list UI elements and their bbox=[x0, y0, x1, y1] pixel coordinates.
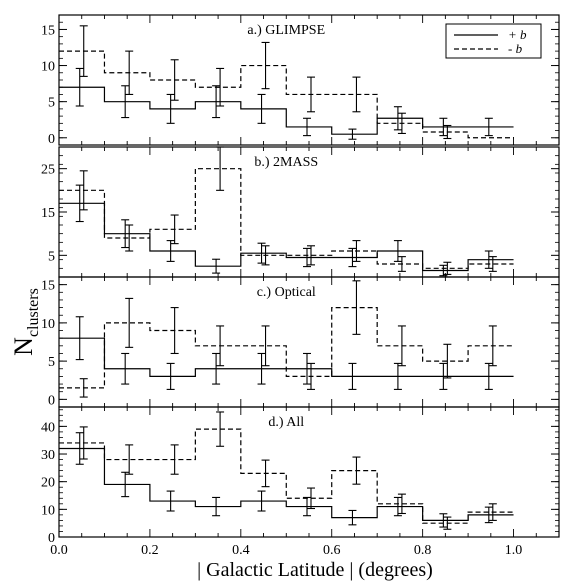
y-tick-label: 5 bbox=[48, 249, 55, 264]
y-tick-label: 30 bbox=[41, 448, 55, 463]
histogram-plus-b bbox=[59, 86, 514, 135]
histogram-minus-b bbox=[59, 428, 514, 524]
y-tick-label: 5 bbox=[48, 96, 55, 111]
panel-title: c.) Optical bbox=[257, 285, 316, 300]
y-tick-label: 15 bbox=[41, 279, 55, 294]
y-tick-label: 15 bbox=[41, 23, 55, 38]
x-tick-label: 0.6 bbox=[323, 543, 341, 558]
histogram-minus-b bbox=[59, 50, 514, 139]
y-axis-label-sub: clusters bbox=[25, 288, 42, 337]
panel-frame bbox=[58, 406, 560, 538]
legend-label-minus: - b bbox=[508, 41, 523, 56]
y-axis-label-main: Nclusters bbox=[9, 288, 42, 356]
panel-title: a.) GLIMPSE bbox=[247, 23, 325, 38]
histogram-minus-b bbox=[59, 306, 514, 389]
x-tick-label: 0.2 bbox=[141, 543, 159, 558]
y-axis-label-n: N bbox=[9, 337, 38, 356]
panel-3: 0 5 10 15 c.) Optical bbox=[41, 276, 560, 408]
x-axis-label: | Galactic Latitude | (degrees) bbox=[197, 559, 433, 581]
y-tick-label: 15 bbox=[41, 206, 55, 221]
y-tick-label: 0 bbox=[48, 132, 55, 147]
histogram-minus-b bbox=[59, 168, 514, 269]
histogram-plus-b bbox=[59, 337, 514, 378]
y-tick-label: 0 bbox=[48, 531, 55, 546]
histogram-plus-b bbox=[59, 202, 514, 272]
legend-box bbox=[445, 23, 542, 59]
legend: + b- b bbox=[445, 23, 542, 59]
y-tick-label: 10 bbox=[41, 317, 55, 332]
y-axis-label: Nclusters bbox=[9, 288, 42, 356]
x-tick-label: 0.0 bbox=[50, 543, 68, 558]
panel-4: 0 10 20 30 40 d.) All bbox=[41, 406, 560, 546]
x-axis: 0.0 0.2 0.4 0.6 0.8 1.0 bbox=[50, 543, 522, 558]
panel-title: b.) 2MASS bbox=[254, 155, 318, 170]
panel-2: 5 15 25 b.) 2MASS bbox=[41, 146, 560, 278]
panel-1: 0 5 10 15 a.) GLIMPSE + b- b bbox=[41, 14, 560, 147]
panels-group: 0 5 10 15 a.) GLIMPSE + b- b 5 15 25 b.) 2MASS 0 5 1… bbox=[41, 14, 560, 546]
legend-label-plus: + b bbox=[508, 27, 527, 42]
x-tick-label: 0.4 bbox=[232, 543, 250, 558]
y-tick-label: 10 bbox=[41, 503, 55, 518]
y-tick-label: 0 bbox=[48, 393, 55, 408]
y-tick-label: 40 bbox=[41, 420, 55, 435]
x-tick-label: 1.0 bbox=[505, 543, 523, 558]
y-tick-label: 20 bbox=[41, 476, 55, 491]
y-tick-label: 10 bbox=[41, 60, 55, 75]
panel-title: d.) All bbox=[268, 415, 304, 430]
y-tick-label: 5 bbox=[48, 355, 55, 370]
y-tick-label: 25 bbox=[41, 163, 55, 178]
x-tick-label: 0.8 bbox=[414, 543, 432, 558]
